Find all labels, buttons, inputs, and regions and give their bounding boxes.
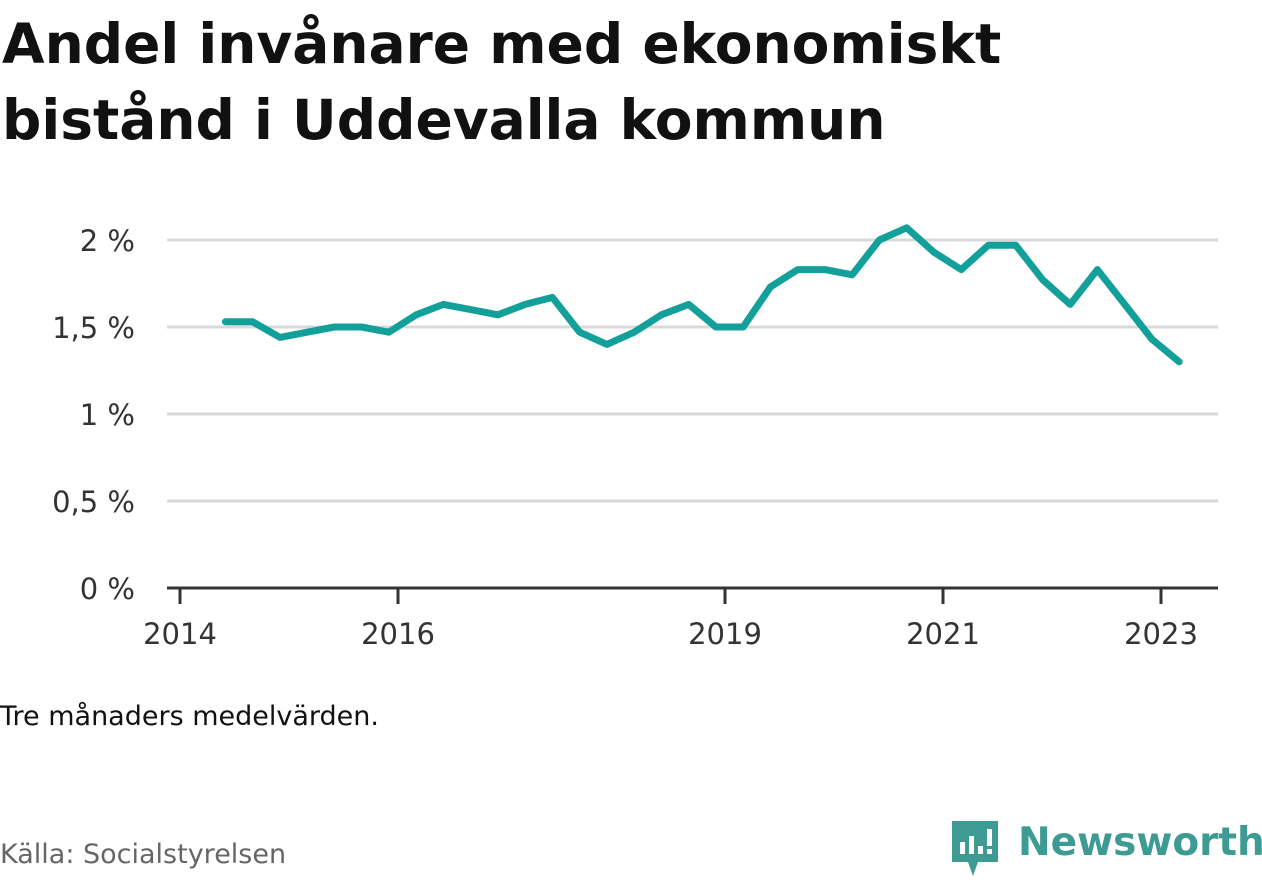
x-tick-label: 2021 bbox=[906, 617, 980, 651]
x-tick-label: 2014 bbox=[143, 617, 217, 651]
newsworthy-logo-icon bbox=[948, 818, 1002, 880]
chart-note: Tre månaders medelvärden. bbox=[0, 701, 379, 732]
brand-name: Newsworthy bbox=[1018, 820, 1262, 865]
y-tick-label: 0 % bbox=[80, 572, 135, 606]
source-credit: Källa: Socialstyrelsen bbox=[0, 839, 286, 870]
gridlines bbox=[167, 240, 1218, 501]
newsworthy-logo[interactable]: Newsworthy bbox=[948, 818, 1260, 878]
y-axis-labels: 0 % 0,5 % 1 % 1,5 % 2 % bbox=[52, 224, 135, 606]
x-axis-labels: 2014 2016 2019 2021 2023 bbox=[143, 617, 1198, 651]
y-tick-label: 1,5 % bbox=[52, 311, 135, 345]
series-line bbox=[225, 228, 1179, 362]
line-chart: 0 % 0,5 % 1 % 1,5 % 2 % 2014 2016 2019 2021 2023 bbox=[0, 0, 1262, 700]
x-tick-label: 2016 bbox=[361, 617, 435, 651]
x-axis-ticks bbox=[180, 588, 1161, 604]
series-layer bbox=[225, 228, 1179, 362]
x-tick-label: 2019 bbox=[688, 617, 762, 651]
y-tick-label: 0,5 % bbox=[52, 485, 135, 519]
x-tick-label: 2023 bbox=[1124, 617, 1198, 651]
y-tick-label: 2 % bbox=[80, 224, 135, 258]
y-tick-label: 1 % bbox=[80, 398, 135, 432]
